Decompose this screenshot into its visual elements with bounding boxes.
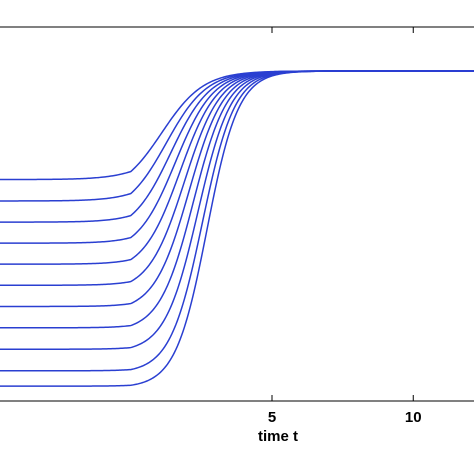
x-ticks-group: 5 10 xyxy=(268,27,422,426)
series-line xyxy=(0,70,474,244)
series-line xyxy=(0,70,474,372)
series-line xyxy=(0,70,474,181)
curves-group xyxy=(0,70,474,387)
series-line xyxy=(0,70,474,329)
x-tick-label: 10 xyxy=(405,409,422,426)
x-tick-label: 5 xyxy=(268,409,276,426)
series-line xyxy=(0,70,474,387)
series-line xyxy=(0,70,474,223)
x-axis-label: time t xyxy=(258,428,298,445)
plot-area-top-frame xyxy=(0,26,474,402)
series-line xyxy=(0,70,474,265)
series-line xyxy=(0,70,474,308)
